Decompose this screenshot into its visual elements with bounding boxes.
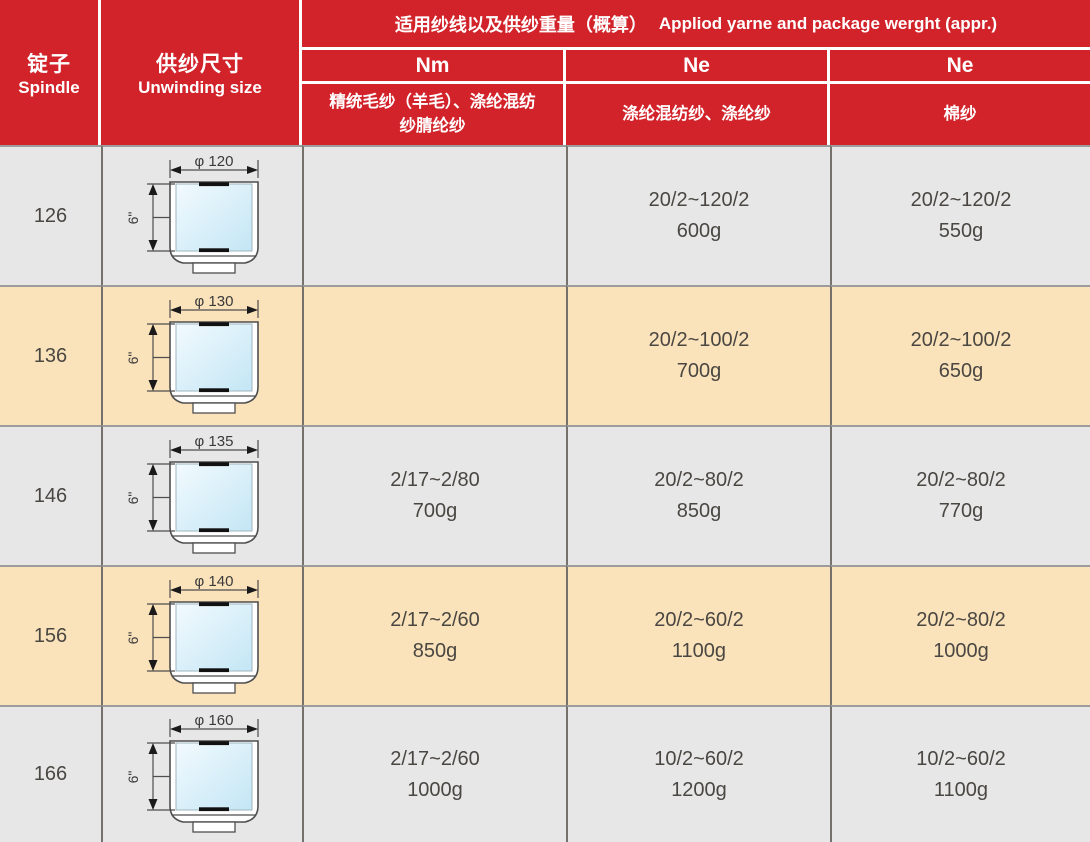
yarn-type-label: 涤纶混纺纱、涤纶纱: [622, 104, 771, 123]
diameter-label: φ 130: [194, 293, 233, 310]
spindle-number: 156: [0, 565, 101, 705]
diameter-label: φ 120: [194, 153, 233, 170]
yarn-range-cell: [302, 145, 566, 285]
package-weight: 1000g: [407, 778, 463, 801]
header-spindle: 锭子 Spindle: [0, 0, 101, 145]
yarn-count-range: 10/2~60/2: [916, 747, 1006, 770]
package-diagram-cell: φ 130 6": [101, 285, 302, 425]
package-diagram-cell: φ 135 6": [101, 425, 302, 565]
height-label: 6": [125, 352, 141, 365]
header-yarn-type-2: 涤纶混纺纱、涤纶纱: [566, 84, 830, 145]
yarn-range-cell: 20/2~100/2 700g: [566, 285, 830, 425]
spindle-value: 126: [33, 204, 68, 227]
yarn-range-cell: 10/2~60/2 1100g: [830, 705, 1090, 842]
unit-label: Nm: [415, 53, 450, 77]
yarn-range-cell: 20/2~100/2 650g: [830, 285, 1090, 425]
spindle-value: 166: [33, 763, 68, 785]
yarn-range-cell: [302, 285, 566, 425]
spindle-value: 136: [33, 344, 68, 367]
yarn-type-label: 棉纱: [943, 104, 977, 123]
yarn-range-cell: 2/17~2/80 700g: [302, 425, 566, 565]
header-spindle-zh: 锭子: [27, 52, 71, 76]
spindle-number: 126: [0, 145, 101, 285]
spindle-value: 146: [33, 484, 68, 507]
yarn-range-cell: 20/2~120/2 600g: [566, 145, 830, 285]
package-size-diagram: φ 135 6": [125, 433, 259, 554]
height-label: 6": [125, 632, 141, 645]
yarn-count-range: 20/2~120/2: [648, 189, 750, 211]
yarn-range-cell: 10/2~60/2 1200g: [566, 705, 830, 842]
package-weight: 700g: [676, 360, 722, 382]
yarn-count-range: 2/17~2/60: [390, 747, 480, 770]
package-weight: 1100g: [933, 778, 989, 801]
height-label: 6": [125, 212, 141, 225]
yarn-count-range: 20/2~120/2: [910, 189, 1012, 211]
height-label: 6": [125, 492, 141, 505]
package-weight: 650g: [938, 360, 984, 382]
diameter-label: φ 160: [194, 712, 233, 729]
yarn-range-cell: 20/2~80/2 1000g: [830, 565, 1090, 705]
package-weight: 600g: [676, 220, 722, 242]
yarn-range-cell: 20/2~60/2 1100g: [566, 565, 830, 705]
header-unit-nm: Nm: [302, 50, 566, 84]
header-applied-title-en: Appliod yarne and package werght (appr.): [658, 13, 998, 33]
header-yarn-type-3: 棉纱: [830, 84, 1090, 145]
diameter-label: φ 140: [194, 573, 233, 590]
header-yarn-type-1: 精统毛纱（羊毛）、涤纶混纺纱腈纶纱: [302, 84, 566, 145]
yarn-count-range: 20/2~80/2: [916, 469, 1006, 491]
package-diagram-cell: φ 120 6": [101, 145, 302, 285]
package-diagram-cell: φ 160 6": [101, 705, 302, 842]
header-applied-title: 适用纱线以及供纱重量（概算） Appliod yarne and package…: [302, 0, 1090, 50]
header-spindle-en: Spindle: [18, 77, 80, 97]
yarn-type-label: 精统毛纱（羊毛）、涤纶混纺纱腈纶纱: [329, 92, 536, 135]
package-size-diagram: φ 140 6": [125, 573, 259, 694]
spindle-value: 156: [33, 624, 68, 647]
spindle-number: 146: [0, 425, 101, 565]
header-unit-ne-1: Ne: [566, 50, 830, 84]
package-diagram-cell: φ 140 6": [101, 565, 302, 705]
package-weight: 1100g: [671, 640, 727, 662]
yarn-count-range: 10/2~60/2: [654, 747, 744, 770]
diameter-label: φ 135: [194, 433, 233, 450]
yarn-range-cell: 2/17~2/60 850g: [302, 565, 566, 705]
header-applied-title-zh: 适用纱线以及供纱重量（概算）: [394, 14, 647, 35]
header-unwinding-zh: 供纱尺寸: [156, 52, 244, 76]
package-size-diagram: φ 130 6": [125, 293, 259, 414]
unit-label: Ne: [683, 53, 710, 77]
unit-label: Ne: [946, 53, 974, 77]
yarn-count-range: 20/2~80/2: [916, 609, 1006, 631]
yarn-count-range: 2/17~2/60: [390, 609, 480, 631]
spindle-number: 136: [0, 285, 101, 425]
yarn-range-cell: 20/2~120/2 550g: [830, 145, 1090, 285]
package-size-diagram: φ 120 6": [125, 153, 259, 274]
spindle-number: 166: [0, 705, 101, 842]
package-weight: 850g: [412, 640, 458, 662]
package-weight: 850g: [676, 500, 722, 522]
package-size-diagram: φ 160 6": [125, 712, 259, 833]
package-weight: 1200g: [671, 778, 727, 801]
header-unwinding-en: Unwinding size: [138, 77, 262, 97]
yarn-range-cell: 20/2~80/2 770g: [830, 425, 1090, 565]
yarn-count-range: 20/2~100/2: [910, 329, 1012, 351]
yarn-count-range: 20/2~60/2: [654, 609, 744, 631]
yarn-range-cell: 2/17~2/60 1000g: [302, 705, 566, 842]
package-weight: 700g: [412, 500, 458, 522]
yarn-count-range: 20/2~80/2: [654, 469, 744, 491]
package-weight: 770g: [938, 500, 984, 522]
yarn-count-range: 2/17~2/80: [390, 469, 480, 491]
package-weight: 1000g: [933, 640, 989, 662]
header-unit-ne-2: Ne: [830, 50, 1090, 84]
header-unwinding-size: 供纱尺寸 Unwinding size: [101, 0, 302, 145]
yarn-range-cell: 20/2~80/2 850g: [566, 425, 830, 565]
height-label: 6": [125, 770, 141, 783]
package-weight: 550g: [938, 220, 984, 242]
yarn-count-range: 20/2~100/2: [648, 329, 750, 351]
